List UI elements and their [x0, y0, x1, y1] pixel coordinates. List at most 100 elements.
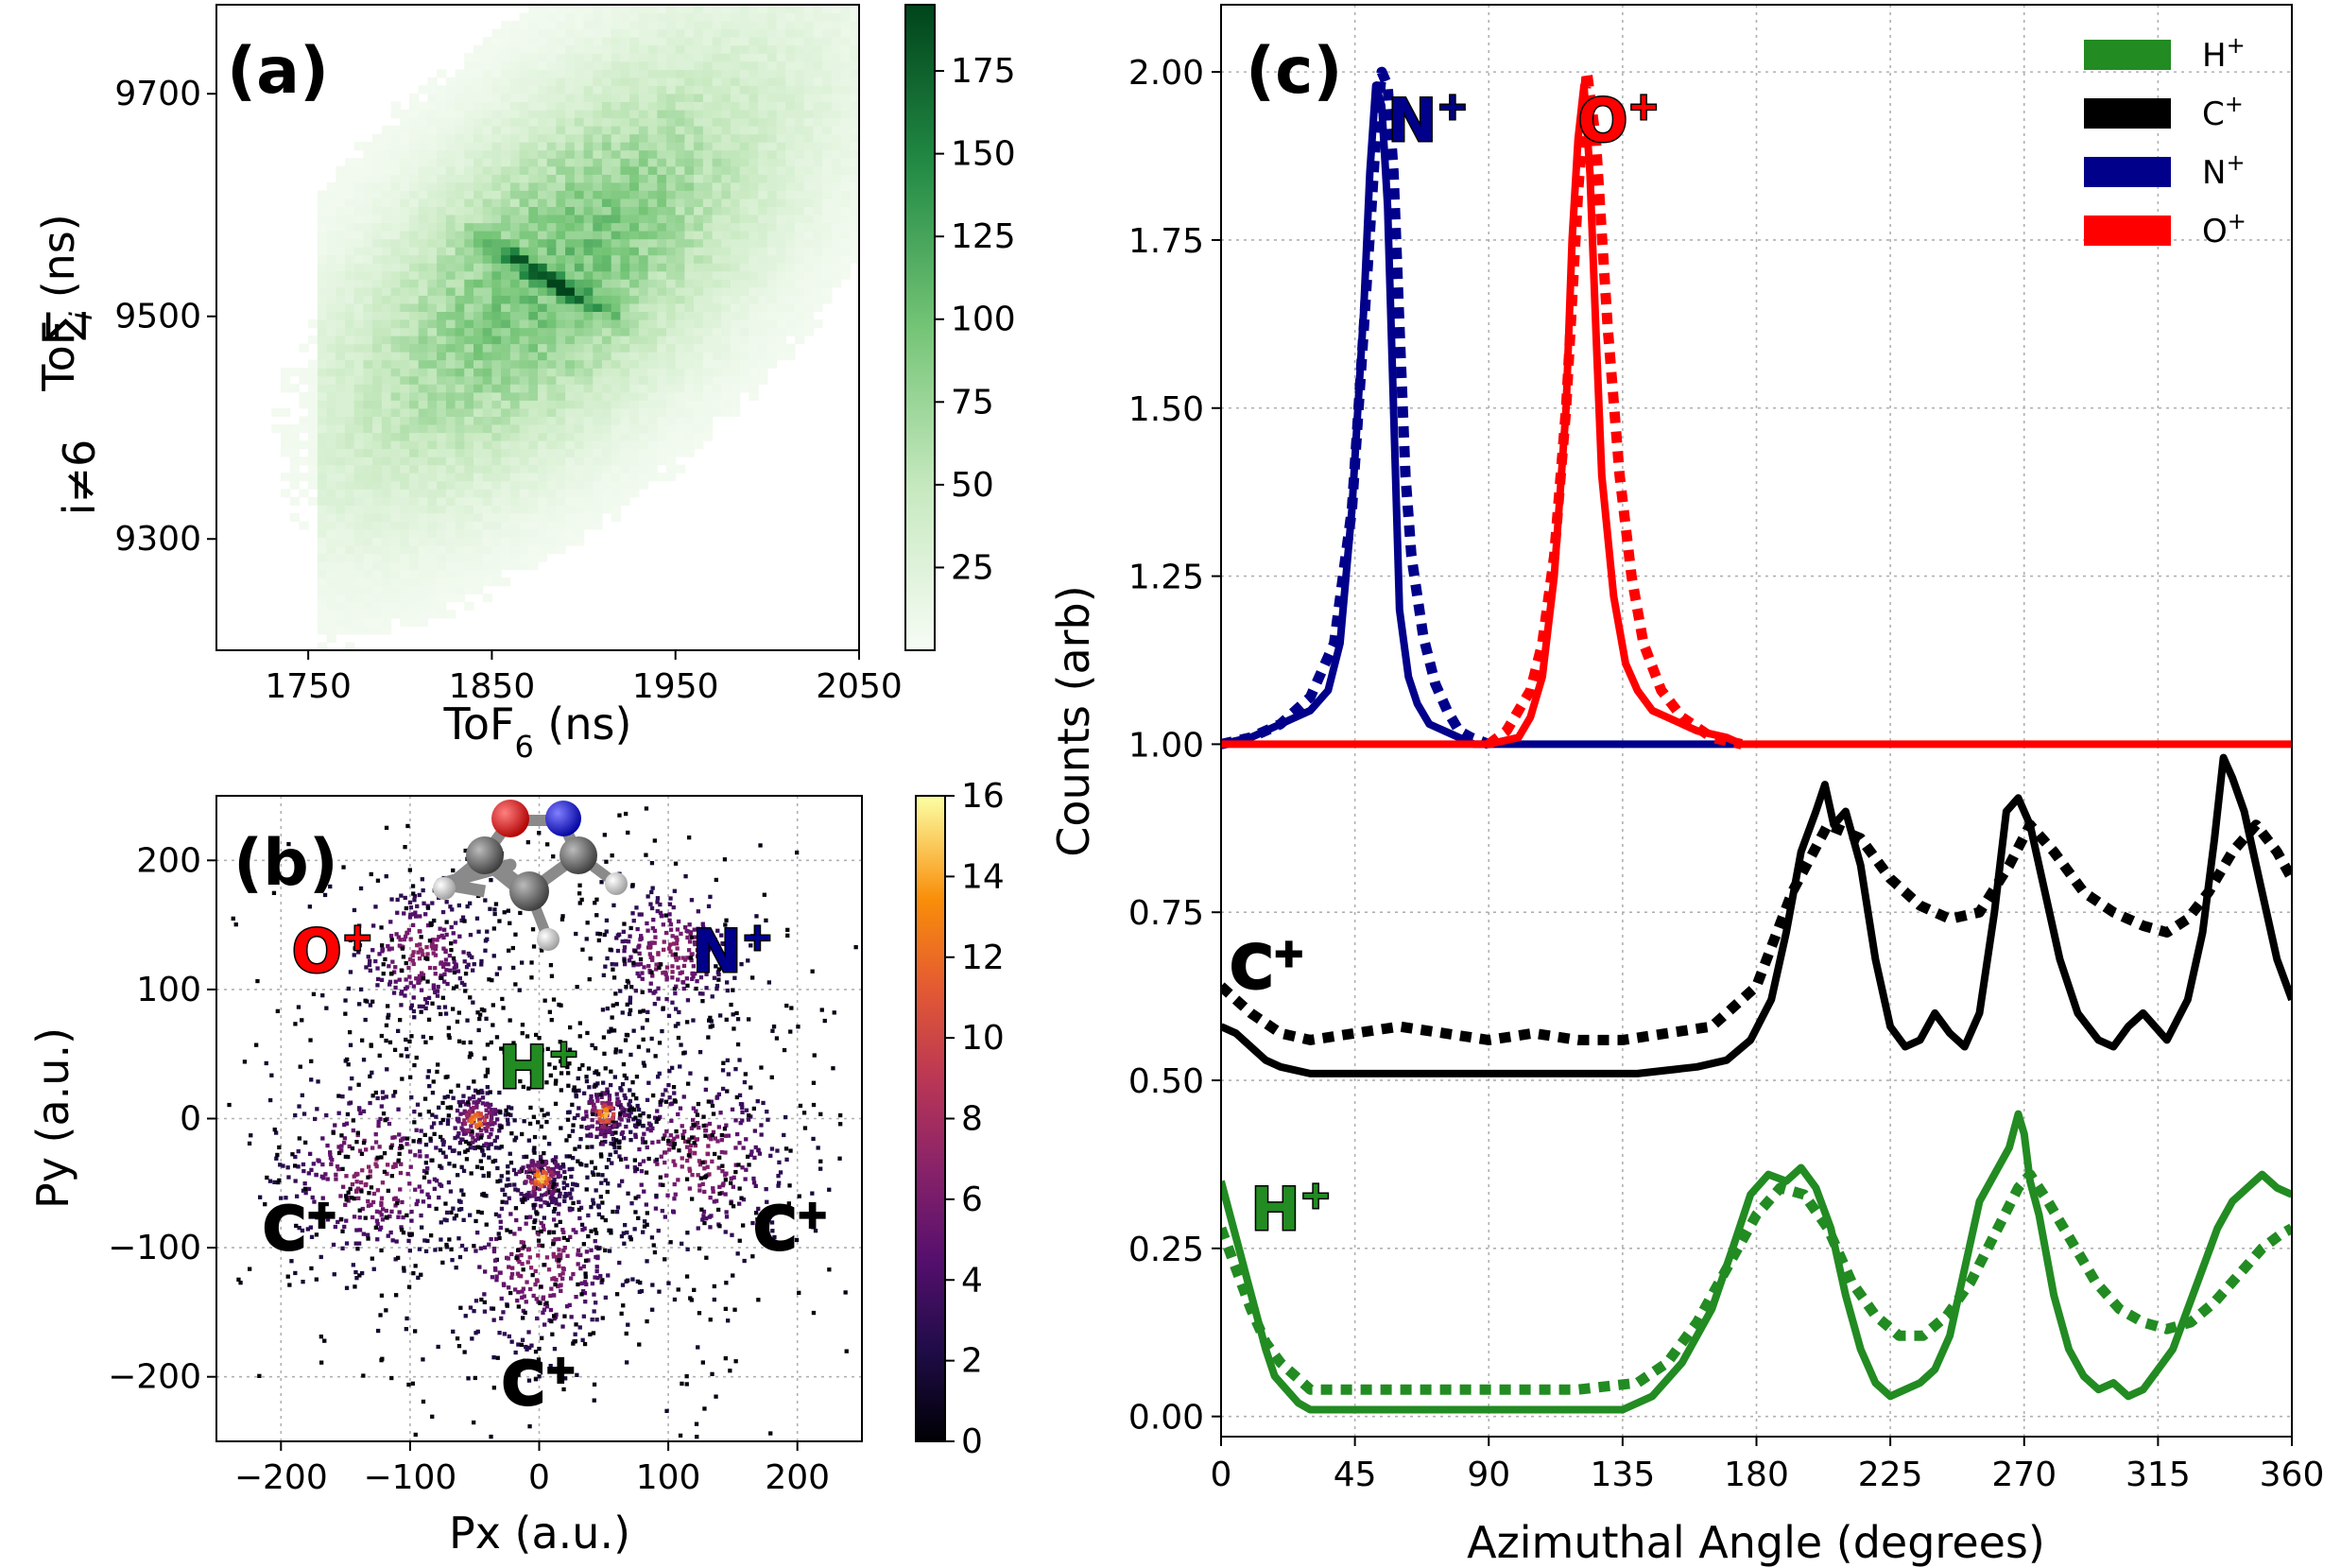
heatmap-a-cell: [565, 440, 576, 450]
heatmap-a-cell: [464, 93, 474, 102]
heatmap-a-cell: [749, 37, 759, 46]
heatmap-b-pixel: [460, 1137, 465, 1142]
heatmap-a-cell: [731, 368, 741, 377]
heatmap-a-cell: [336, 617, 346, 627]
heatmap-a-cell: [694, 254, 704, 264]
heatmap-b-pixel: [551, 1209, 557, 1214]
heatmap-b-pixel: [456, 1131, 461, 1136]
heatmap-a-cell: [445, 610, 456, 619]
heatmap-a-cell: [363, 528, 373, 538]
heatmap-b-pixel: [453, 1126, 457, 1130]
heatmap-a-cell: [501, 77, 511, 86]
heatmap-a-cell: [629, 110, 640, 119]
heatmap-a-cell: [776, 352, 786, 361]
heatmap-b-pixel: [605, 956, 610, 961]
heatmap-a-cell: [647, 37, 658, 46]
heatmap-a-cell: [694, 69, 704, 78]
heatmap-a-cell: [418, 553, 428, 562]
heatmap-a-cell: [473, 311, 484, 320]
heatmap-a-cell: [455, 480, 465, 490]
heatmap-a-cell: [803, 77, 814, 86]
heatmap-a-cell: [528, 279, 539, 288]
heatmap-b-pixel: [333, 1123, 337, 1128]
heatmap-a-cell: [749, 149, 759, 159]
heatmap-a-cell: [538, 464, 548, 474]
heatmap-a-cell: [647, 238, 658, 248]
heatmap-a-cell: [491, 545, 502, 555]
heatmap-a-cell: [336, 222, 346, 232]
heatmap-a-cell: [519, 181, 529, 191]
heatmap-a-cell: [409, 117, 420, 127]
heatmap-a-cell: [574, 521, 585, 530]
heatmap-a-cell: [758, 247, 768, 256]
heatmap-a-cell: [427, 577, 438, 587]
heatmap-b-pixel: [655, 908, 660, 914]
heatmap-b-pixel: [495, 1165, 500, 1171]
heatmap-a-cell: [721, 279, 732, 288]
heatmap-a-cell: [363, 181, 373, 191]
heatmap-a-cell: [491, 577, 502, 587]
heatmap-b-pixel: [430, 941, 435, 946]
heatmap-b-pixel: [433, 946, 438, 952]
heatmap-a-cell: [473, 496, 484, 506]
heatmap-b-pixel: [498, 1179, 503, 1183]
heatmap-a-cell: [509, 149, 521, 159]
heatmap-a-cell: [739, 198, 749, 207]
heatmap-a-cell: [629, 69, 640, 78]
heatmap-a-cell: [363, 279, 373, 288]
heatmap-b-pixel: [494, 1135, 500, 1140]
heatmap-b-pixel: [672, 1136, 677, 1141]
heatmap-a-cell: [409, 400, 420, 409]
heatmap-a-cell: [409, 336, 420, 345]
heatmap-a-cell: [317, 198, 328, 207]
heatmap-b-pixel: [305, 1227, 310, 1232]
heatmap-a-cell: [400, 206, 410, 215]
heatmap-b-pixel: [368, 1100, 372, 1106]
heatmap-a-cell: [455, 231, 465, 240]
heatmap-a-cell: [813, 302, 823, 312]
heatmap-a-cell: [795, 215, 805, 224]
heatmap-a-cell: [602, 222, 612, 232]
heatmap-a-cell: [694, 181, 704, 191]
heatmap-a-cell: [546, 440, 557, 450]
heatmap-a-cell: [400, 569, 410, 578]
heatmap-b-pixel: [465, 904, 470, 909]
heatmap-a-cell: [666, 464, 677, 474]
heatmap-a-cell: [390, 133, 401, 143]
heatmap-a-cell: [647, 215, 658, 224]
heatmap-a-cell: [308, 319, 318, 329]
heatmap-b-pixel: [407, 974, 412, 979]
heatmap-a-cell: [795, 60, 805, 70]
heatmap-b-pixel: [685, 998, 691, 1003]
heatmap-b-pixel: [486, 1146, 491, 1151]
heatmap-a-cell: [749, 352, 759, 361]
heatmap-b-pixel: [495, 1109, 500, 1113]
heatmap-a-cell: [336, 270, 346, 280]
heatmap-b-pixel: [584, 937, 589, 941]
heatmap-a-cell: [427, 496, 438, 506]
heatmap-b-pixel: [336, 1219, 340, 1225]
heatmap-a-cell: [381, 464, 392, 474]
heatmap-a-cell: [694, 247, 704, 256]
heatmap-a-cell: [326, 594, 336, 603]
heatmap-a-cell: [666, 126, 677, 135]
heatmap-b-pixel: [600, 1008, 606, 1012]
heatmap-a-cell: [840, 142, 851, 151]
heatmap-b-pixel: [388, 920, 393, 924]
heatmap-a-cell: [381, 327, 392, 336]
heatmap-a-cell: [776, 165, 786, 175]
heatmap-b-pixel: [378, 1116, 383, 1122]
heatmap-a-cell: [731, 28, 741, 38]
heatmap-b-pixel: [435, 993, 440, 998]
heatmap-a-cell: [400, 117, 410, 127]
heatmap-b-pixel: [342, 1224, 347, 1230]
heatmap-a-cell: [491, 117, 502, 127]
heatmap-a-cell: [620, 359, 630, 369]
heatmap-a-cell: [803, 85, 814, 95]
heatmap-a-cell: [473, 286, 484, 296]
heatmap-a-cell: [611, 311, 621, 320]
heatmap-a-cell: [766, 69, 778, 78]
heatmap-a-cell: [437, 384, 447, 393]
heatmap-a-cell: [721, 28, 732, 38]
heatmap-b-pixel: [284, 1196, 288, 1200]
